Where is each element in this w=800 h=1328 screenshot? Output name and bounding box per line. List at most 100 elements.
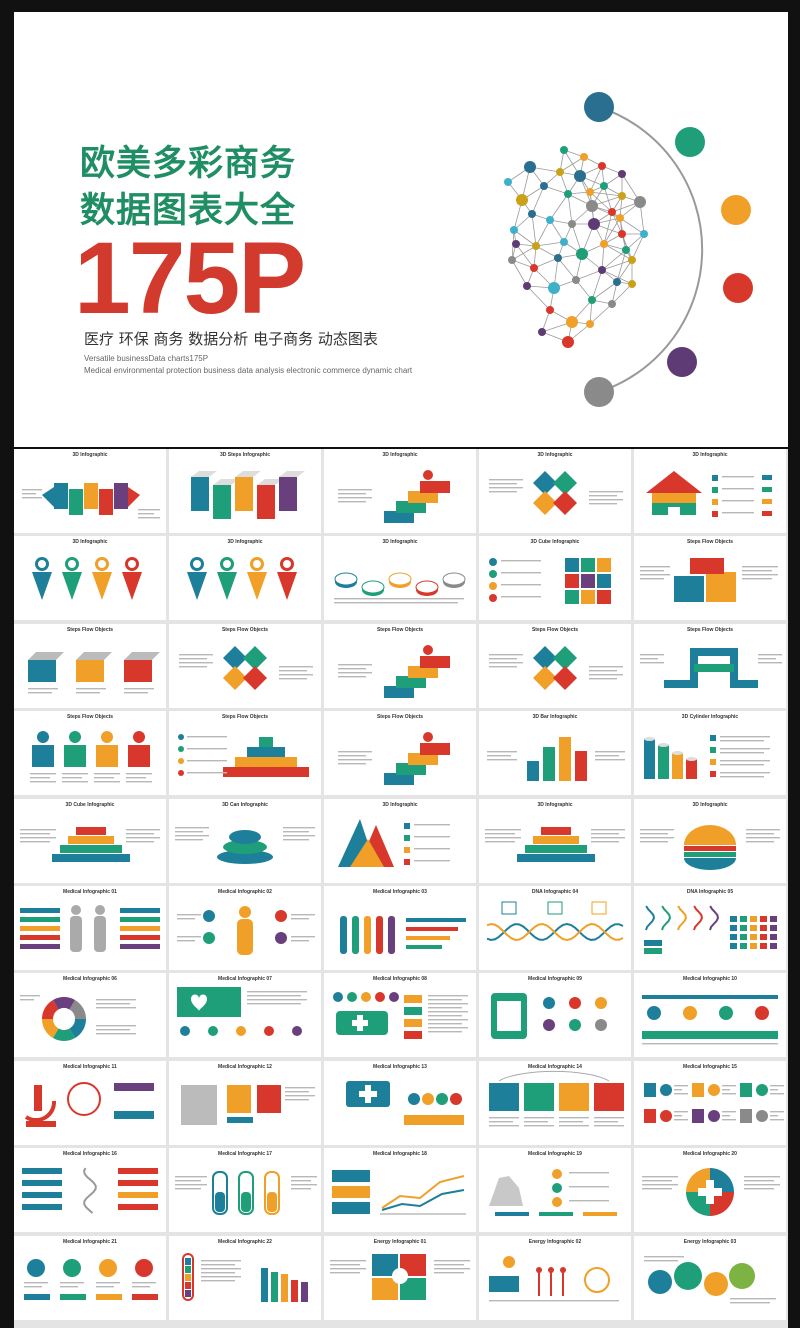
slide-preview-graphic (487, 737, 625, 781)
slide-preview-graphic (24, 1082, 154, 1127)
slide-thumbnail[interactable]: 3D Infographic (14, 536, 166, 620)
slide-thumbnail[interactable]: 3D Infographic (479, 799, 631, 883)
network-node (616, 214, 624, 222)
slide-thumbnail[interactable]: Medical Infographic 17 (169, 1148, 321, 1232)
slide-preview-graphic (340, 916, 466, 954)
network-node (532, 242, 540, 250)
network-node (512, 240, 520, 248)
slide-preview-graphic (22, 1167, 158, 1214)
slide-title: 3D Can Infographic (222, 802, 268, 808)
slide-thumbnail[interactable]: Medical Infographic 07 (169, 973, 321, 1057)
slide-preview-graphic (24, 1259, 158, 1300)
slide-title: 3D Infographic (382, 802, 418, 808)
network-node (556, 168, 564, 176)
slide-thumbnail[interactable]: Medical Infographic 18 (324, 1148, 476, 1232)
slide-thumbnail[interactable]: Medical Infographic 11 (14, 1061, 166, 1145)
slide-thumbnail[interactable]: 3D Infographic (634, 799, 786, 883)
network-node (572, 276, 580, 284)
network-node (588, 218, 600, 230)
slide-thumbnail[interactable]: Steps Flow Objects (479, 624, 631, 708)
slide-thumbnail[interactable]: Energy Infographic 01 (324, 1236, 476, 1320)
slide-title: Steps Flow Objects (376, 714, 424, 720)
slide-thumbnail[interactable]: 3D Infographic (479, 449, 631, 533)
slide-preview-graphic (181, 1085, 315, 1125)
slide-title: Medical Infographic 10 (683, 976, 737, 982)
slide-thumbnail[interactable]: Steps Flow Objects (324, 624, 476, 708)
slide-thumbnail[interactable]: Medical Infographic 08 (324, 973, 476, 1057)
slide-thumbnail[interactable]: 3D Infographic (324, 799, 476, 883)
slide-preview-graphic (20, 905, 160, 952)
slide-thumbnail[interactable]: Medical Infographic 19 (479, 1148, 631, 1232)
slide-title: Medical Infographic 21 (63, 1239, 117, 1245)
slide-thumbnail[interactable]: 3D Infographic (14, 449, 166, 533)
network-node (524, 161, 536, 173)
slide-thumbnail[interactable]: DNA Infographic 05 (634, 886, 786, 970)
slide-thumbnail[interactable]: 3D Cube Infographic (14, 799, 166, 883)
slide-preview-graphic (338, 732, 450, 785)
page-count: 175P (74, 221, 306, 335)
network-node (564, 190, 572, 198)
slide-thumbnail[interactable]: Medical Infographic 14 (479, 1061, 631, 1145)
slide-thumbnail[interactable]: Medical Infographic 21 (14, 1236, 166, 1320)
slide-thumbnail[interactable]: Medical Infographic 16 (14, 1148, 166, 1232)
slide-thumbnail[interactable]: Medical Infographic 09 (479, 973, 631, 1057)
slide-title: Medical Infographic 07 (218, 976, 272, 982)
slide-title: Medical Infographic 14 (528, 1064, 582, 1070)
slide-thumbnail[interactable]: Steps Flow Objects (634, 624, 786, 708)
slide-title: Medical Infographic 11 (63, 1064, 117, 1070)
slide-preview-graphic (20, 827, 160, 862)
slide-thumbnail[interactable]: 3D Can Infographic (169, 799, 321, 883)
slide-thumbnail[interactable]: Steps Flow Objects (324, 711, 476, 795)
slide-title: 3D Infographic (537, 452, 573, 458)
main-title-line-1: 欧美多彩商务 (80, 144, 297, 184)
slide-thumbnail[interactable]: Steps Flow Objects (634, 536, 786, 620)
slide-thumbnail[interactable]: Steps Flow Objects (169, 711, 321, 795)
slide-thumbnail[interactable]: Steps Flow Objects (14, 624, 166, 708)
slide-title: 3D Infographic (692, 802, 728, 808)
slide-title: Medical Infographic 06 (63, 976, 117, 982)
slide-thumbnail[interactable]: 3D Infographic (324, 449, 476, 533)
slide-title: Steps Flow Objects (221, 627, 269, 633)
network-node (622, 246, 630, 254)
slide-thumbnail[interactable]: Medical Infographic 06 (14, 973, 166, 1057)
slide-title: Medical Infographic 08 (373, 976, 427, 982)
slide-thumbnail[interactable]: DNA Infographic 04 (479, 886, 631, 970)
network-node (586, 188, 594, 196)
slide-preview-graphic (644, 1083, 784, 1123)
slide-thumbnail[interactable]: Medical Infographic 02 (169, 886, 321, 970)
slide-preview-graphic (338, 470, 450, 523)
slide-thumbnail[interactable]: Medical Infographic 15 (634, 1061, 786, 1145)
slide-thumbnail[interactable]: Energy Infographic 03 (634, 1236, 786, 1320)
slide-title: Medical Infographic 02 (218, 889, 272, 895)
slide-preview-graphic (179, 646, 313, 690)
slide-preview-graphic (491, 993, 607, 1039)
slide-thumbnail[interactable]: 3D Infographic (634, 449, 786, 533)
slide-thumbnail[interactable]: Medical Infographic 10 (634, 973, 786, 1057)
slide-thumbnail[interactable]: 3D Steps Infographic (169, 449, 321, 533)
slide-thumbnail[interactable]: Medical Infographic 12 (169, 1061, 321, 1145)
slide-thumbnail[interactable]: 3D Cylinder Infographic (634, 711, 786, 795)
orbit-node (584, 92, 614, 122)
slide-title: Steps Flow Objects (221, 714, 269, 720)
slide-thumbnail[interactable]: Medical Infographic 01 (14, 886, 166, 970)
slide-thumbnail[interactable]: Medical Infographic 22 (169, 1236, 321, 1320)
slide-title: DNA Infographic 05 (686, 889, 734, 895)
network-node (554, 254, 562, 262)
slide-thumbnail[interactable]: 3D Infographic (169, 536, 321, 620)
slide-thumbnail[interactable]: 3D Cube Infographic (479, 536, 631, 620)
slide-thumbnail[interactable]: Medical Infographic 13 (324, 1061, 476, 1145)
slide-thumbnail[interactable]: Energy Infographic 02 (479, 1236, 631, 1320)
slide-preview-graphic (334, 572, 466, 604)
slide-thumbnail[interactable]: Steps Flow Objects (169, 624, 321, 708)
slide-thumbnail[interactable]: Medical Infographic 03 (324, 886, 476, 970)
slide-thumbnail[interactable]: 3D Infographic (324, 536, 476, 620)
orbit-arc (598, 106, 704, 393)
slide-thumbnail[interactable]: Steps Flow Objects (14, 711, 166, 795)
slide-thumbnail[interactable]: Medical Infographic 20 (634, 1148, 786, 1232)
slide-preview-graphic (177, 987, 307, 1036)
network-node (640, 230, 648, 238)
slide-preview-graphic (333, 992, 468, 1039)
network-node (613, 278, 621, 286)
network-node (566, 316, 578, 328)
slide-thumbnail[interactable]: 3D Bar Infographic (479, 711, 631, 795)
